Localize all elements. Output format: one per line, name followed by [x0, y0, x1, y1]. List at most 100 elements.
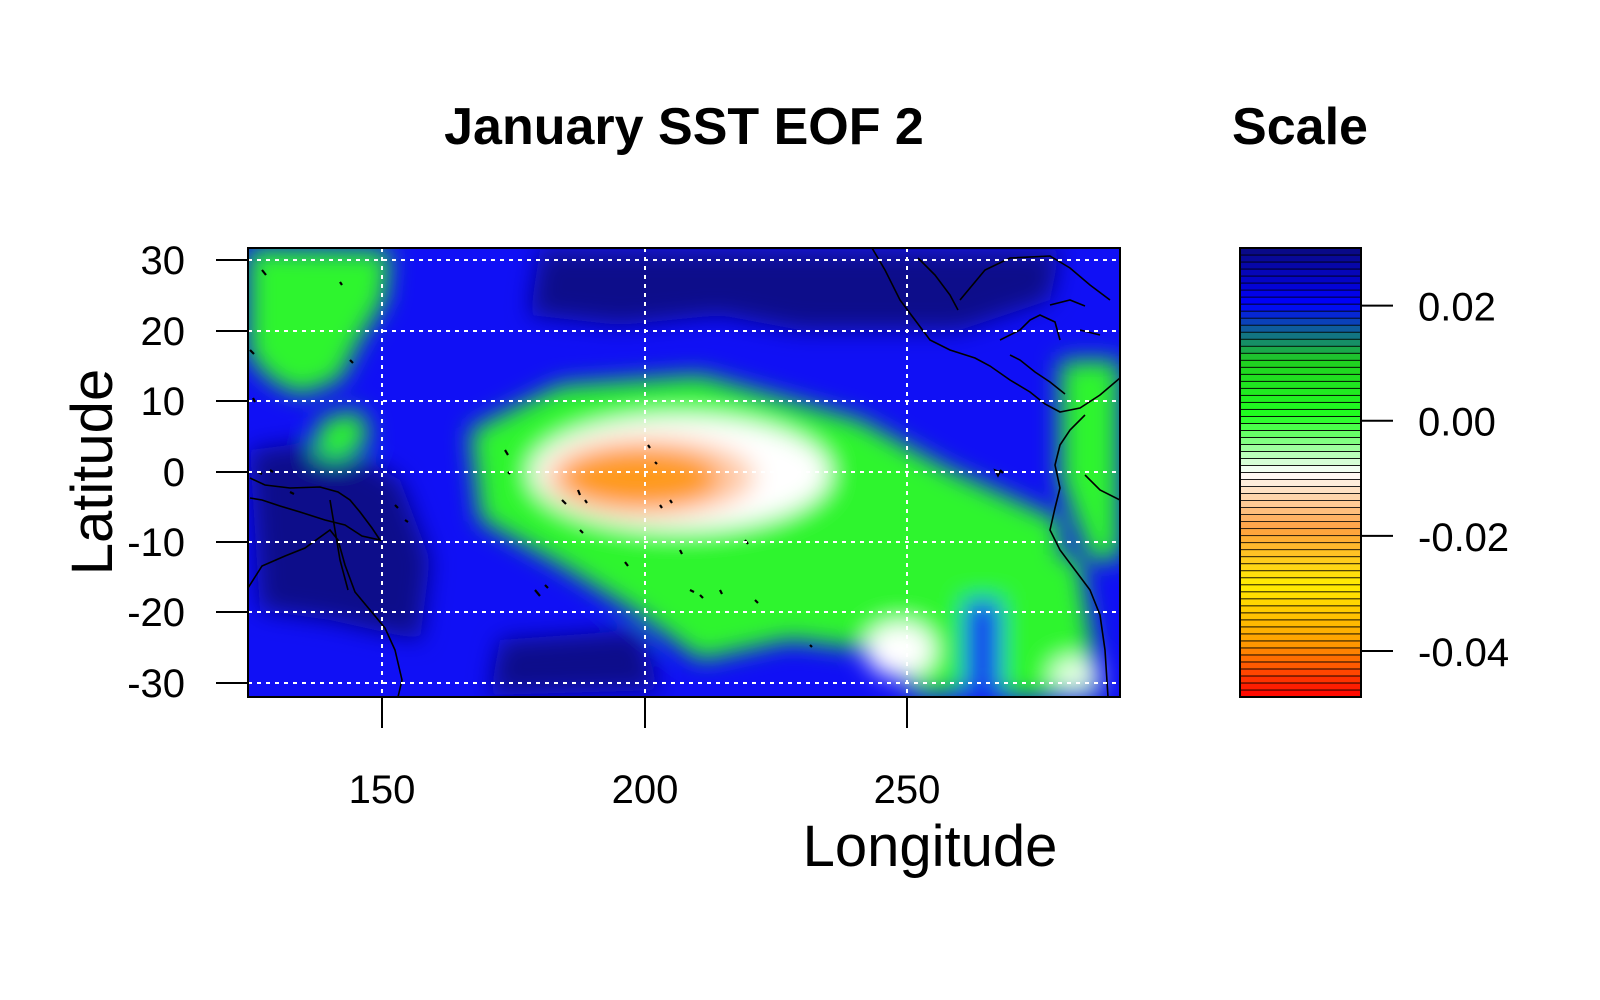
y-tick-0: 0 — [163, 451, 248, 495]
cape-york-coast — [329, 499, 349, 591]
colorbar-band — [1239, 296, 1362, 305]
colorbar-band — [1239, 563, 1362, 572]
colorbar-band — [1239, 500, 1362, 508]
colorbar-band — [1239, 345, 1362, 354]
colorbar-band — [1239, 598, 1362, 607]
colorbar-band — [1239, 422, 1362, 431]
colorbar-ticks: 0.02 0.00 -0.02 -0.04 — [1361, 286, 1509, 675]
colorbar-tick-label: -0.02 — [1418, 516, 1509, 560]
colorbar-band — [1239, 268, 1362, 277]
colorbar-band — [1239, 359, 1362, 368]
y-tick-neg30: -30 — [127, 662, 248, 706]
colorbar-band — [1239, 465, 1362, 473]
south-white-spot — [865, 622, 935, 678]
colorbar-band — [1239, 619, 1362, 628]
colorbar-band — [1239, 584, 1362, 593]
colorbar-band — [1239, 373, 1362, 382]
colorbar-band — [1239, 612, 1362, 621]
y-tick-neg20: -20 — [127, 591, 248, 635]
caribbean-islands-coast — [1049, 299, 1101, 336]
colorbar-band — [1239, 591, 1362, 600]
y-tick-label-neg20: -20 — [127, 591, 185, 635]
colorbar-band — [1239, 261, 1362, 270]
colorbar-band — [1239, 472, 1362, 480]
orange-core — [560, 448, 720, 508]
y-tick-10: 10 — [141, 380, 248, 424]
south-east-blue-inset — [965, 600, 1000, 690]
andes-coast — [1084, 474, 1120, 501]
east-green-patch — [1060, 360, 1120, 560]
colorbar-band — [1239, 380, 1362, 389]
colorbar-band — [1239, 247, 1362, 256]
western-dark-blue-lobe — [250, 440, 430, 640]
northern-dark-blue-lobe — [530, 250, 1060, 330]
colorbar-band — [1239, 528, 1362, 537]
colorbar-band — [1239, 689, 1362, 698]
colorbar-band — [1239, 352, 1362, 361]
colorbar-band — [1239, 437, 1362, 445]
central-america-coast — [1009, 354, 1066, 395]
colorbar-band — [1239, 275, 1362, 284]
colorbar-band — [1239, 549, 1362, 558]
south-east-green-region — [930, 540, 1100, 697]
y-tick-neg10: -10 — [127, 521, 248, 565]
colorbar-band — [1239, 640, 1362, 649]
south-east-white-spot — [1050, 657, 1100, 693]
colorbar-band — [1239, 675, 1362, 684]
colorbar-band — [1239, 303, 1362, 312]
colorbar-band — [1239, 415, 1362, 424]
colorbar-band — [1239, 408, 1362, 417]
x-axis-label: Longitude — [803, 814, 1058, 879]
colorbar-band — [1239, 682, 1362, 691]
map-title: January SST EOF 2 — [444, 98, 924, 156]
small-green-patch — [315, 410, 370, 460]
colorbar-band — [1239, 289, 1362, 298]
colorbar-band — [1239, 633, 1362, 642]
y-tick-label-neg30: -30 — [127, 662, 185, 706]
colorbar-band — [1239, 387, 1362, 396]
colorbar-band — [1239, 577, 1362, 586]
mexico-gulf-coast — [959, 255, 1111, 301]
colorbar-band — [1239, 556, 1362, 565]
colorbar-band — [1239, 324, 1362, 333]
colorbar-band — [1239, 668, 1362, 677]
x-tick-label-200: 200 — [612, 768, 679, 812]
y-tick-label-30: 30 — [141, 239, 186, 283]
colorbar-tick-label: 0.00 — [1418, 401, 1496, 445]
y-tick-20: 20 — [141, 310, 248, 354]
colorbar-band — [1239, 570, 1362, 579]
colorbar-band — [1239, 444, 1362, 452]
australia-coast — [248, 528, 403, 697]
colorbar-band — [1239, 661, 1362, 670]
y-axis: 30 20 10 0 -10 -20 -30 — [127, 239, 248, 706]
colorbar-tick-label: 0.02 — [1418, 286, 1496, 330]
y-tick-label-20: 20 — [141, 310, 186, 354]
colorbar-bands — [1239, 247, 1362, 698]
colorbar-band — [1239, 310, 1362, 319]
colorbar-band — [1239, 331, 1362, 340]
y-tick-label-0: 0 — [163, 451, 185, 495]
x-tick-label-150: 150 — [349, 768, 416, 812]
x-tick-label-250: 250 — [874, 768, 941, 812]
colorbar-band — [1239, 626, 1362, 635]
colorbar-band — [1239, 401, 1362, 410]
baja-coast — [917, 257, 959, 311]
x-tick-250: 250 — [874, 697, 941, 812]
y-tick-label-10: 10 — [141, 380, 186, 424]
colorbar: 0.02 0.00 -0.02 -0.04 — [1239, 247, 1509, 698]
colorbar-band — [1239, 654, 1362, 663]
y-axis-label: Latitude — [60, 369, 125, 575]
colorbar-band — [1239, 317, 1362, 326]
colorbar-band — [1239, 451, 1362, 459]
colorbar-band — [1239, 254, 1362, 263]
colorbar-band — [1239, 647, 1362, 656]
colorbar-band — [1239, 366, 1362, 375]
colorbar-tick-label: -0.04 — [1418, 631, 1509, 675]
x-tick-200: 200 — [612, 697, 679, 812]
north-west-green-patch — [248, 248, 390, 395]
colorbar-band — [1239, 394, 1362, 403]
americas-north-coast — [871, 248, 1120, 413]
colorbar-title: Scale — [1232, 98, 1368, 156]
colorbar-band — [1239, 486, 1362, 494]
